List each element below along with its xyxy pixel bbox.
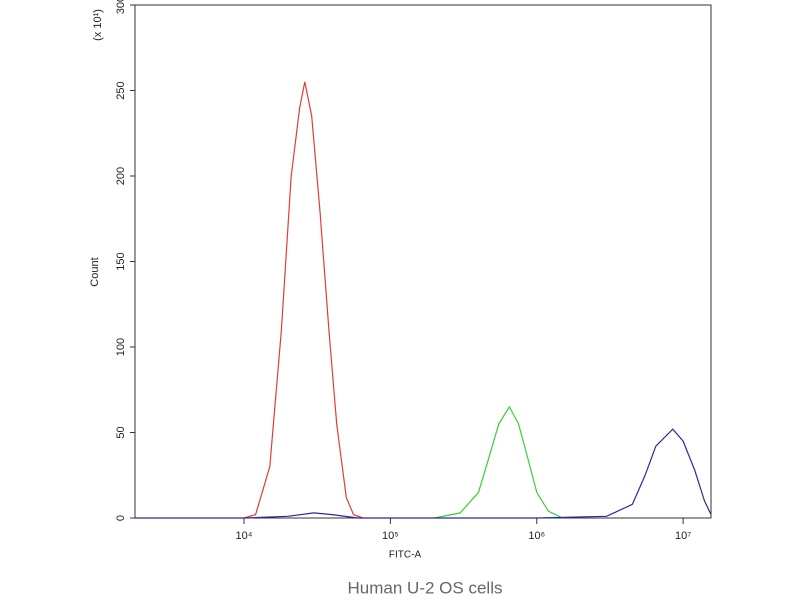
x-tick-label: 10⁵ (382, 530, 399, 542)
x-tick-label: 10⁷ (675, 530, 691, 542)
x-tick-label: 10⁴ (236, 530, 253, 542)
y-scale-note: (x 10¹) (92, 9, 104, 41)
y-tick-label: 100 (115, 338, 127, 356)
y-axis-title: Count (89, 257, 101, 286)
caption: Human U-2 OS cells (348, 578, 503, 597)
series-line (243, 81, 364, 519)
y-tick-label: 50 (115, 426, 127, 438)
series-line (434, 405, 563, 519)
series-line (135, 428, 712, 519)
y-tick-label: 150 (115, 252, 127, 270)
x-tick-label: 10⁶ (528, 530, 545, 542)
y-tick-label: 200 (115, 167, 127, 185)
plot-frame (134, 4, 712, 519)
x-axis-title: FITC-A (389, 550, 422, 561)
y-tick-label: 300 (115, 0, 127, 14)
y-tick-label: 0 (115, 515, 127, 521)
y-tick-label: 250 (115, 81, 127, 99)
